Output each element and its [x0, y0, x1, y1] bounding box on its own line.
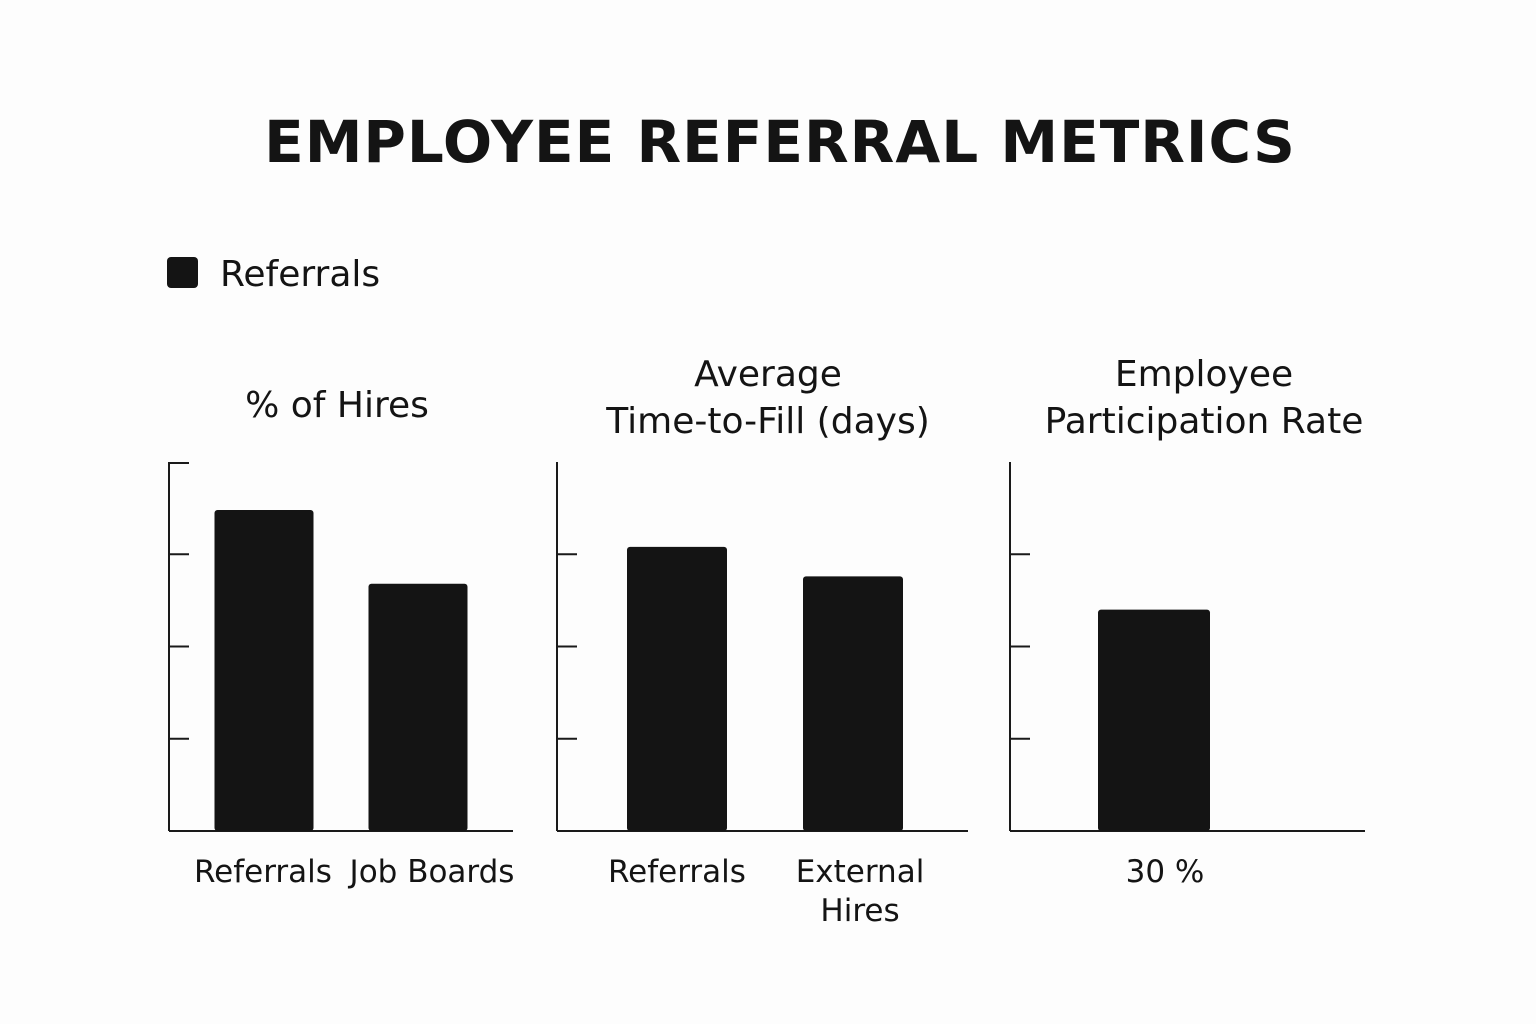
- panel-2-category-label-2-line-2: Hires: [820, 893, 899, 929]
- panel-2-bar-2: [803, 576, 903, 831]
- panel-2-category-label-1: Referrals: [608, 854, 746, 890]
- panel-3-category-label-1: 30 %: [1126, 854, 1205, 890]
- panel-1-title-line-1: % of Hires: [245, 385, 429, 426]
- panel-1-bar-1: [214, 509, 314, 831]
- panel-1-bar-2: [368, 583, 468, 831]
- panel-2-category-label-2-line-1: External: [796, 854, 925, 890]
- panel-1-category-label-1: Referrals: [194, 854, 332, 890]
- panel-3-bar-1: [1098, 609, 1210, 831]
- panel-2-title-line-1: Average: [694, 354, 842, 395]
- legend-label-referrals: Referrals: [220, 254, 380, 295]
- panel-2-bar-1: [627, 546, 727, 831]
- panel-3: Employee Participation Rate 30 %: [1009, 354, 1365, 890]
- panel-3-title-line-2: Participation Rate: [1045, 401, 1364, 442]
- chart-panels: % of Hires Referrals Job Boards Average Time…: [168, 354, 1365, 929]
- chart-title: EMPLOYEE REFERRAL METRICS: [264, 108, 1296, 176]
- panel-2-title-line-2: Time-to-Fill (days): [605, 401, 930, 442]
- panel-1: % of Hires Referrals Job Boards: [168, 385, 515, 890]
- legend-swatch-referrals: [167, 257, 198, 288]
- panel-1-category-label-2: Job Boards: [348, 854, 515, 890]
- legend: Referrals: [167, 254, 380, 295]
- panel-3-title-line-1: Employee: [1115, 354, 1293, 395]
- panel-2: Average Time-to-Fill (days) Referrals Exter…: [556, 354, 968, 929]
